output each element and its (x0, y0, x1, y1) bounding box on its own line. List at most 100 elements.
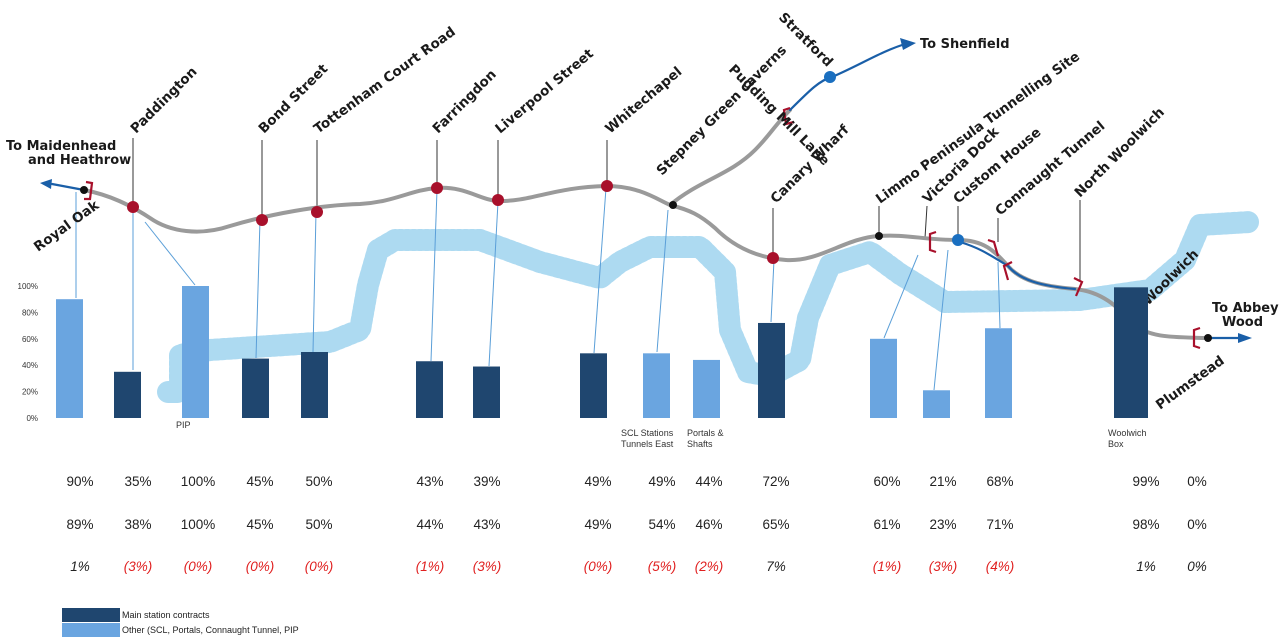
value-cell-r0-c6: 39% (473, 474, 500, 489)
station-dot-canary-wharf (767, 252, 779, 264)
y-tick-label: 40% (22, 361, 38, 370)
bar-pip (182, 286, 209, 418)
value-cell-r2-c14: 1% (1136, 559, 1156, 574)
y-tick-label: 20% (22, 388, 38, 397)
value-cell-r1-c13: 71% (986, 517, 1013, 532)
value-cell-r1-c10: 65% (762, 517, 789, 532)
station-dot-stepney-green (669, 201, 677, 209)
station-dot-limmo (875, 232, 883, 240)
value-cell-r0-c1: 35% (124, 474, 151, 489)
y-tick-label: 100% (18, 282, 38, 291)
value-cell-r2-c7: (0%) (584, 559, 613, 574)
value-cell-r1-c4: 50% (305, 517, 332, 532)
progress-bars (56, 286, 1148, 418)
bar-whitechapel (580, 353, 607, 418)
station-dot-royal-oak (80, 186, 88, 194)
y-axis-ticks: 0% 20% 40% 60% 80% 100% (18, 282, 38, 423)
station-label-liverpool-street: Liverpool Street (492, 45, 597, 137)
station-markers (80, 71, 1212, 342)
value-cell-r0-c9: 44% (695, 474, 722, 489)
station-dot-tottenham (311, 206, 323, 218)
destination-northeast: To Shenfield (920, 37, 1010, 52)
value-cell-r0-c14: 99% (1132, 474, 1159, 489)
station-label-whitechapel: Whitechapel (602, 64, 685, 137)
value-cell-r1-c9: 46% (695, 517, 722, 532)
value-cell-r1-c7: 49% (584, 517, 611, 532)
station-dot-bond-street (256, 214, 268, 226)
value-cell-r0-c3: 45% (246, 474, 273, 489)
river-thames (157, 211, 1261, 403)
legend-swatch-main (62, 608, 120, 622)
value-cell-r2-c0: 1% (70, 559, 90, 574)
bar-notes: PIP SCL Stations Tunnels East Portals & Shaf… (176, 420, 1146, 449)
value-cell-r1-c12: 23% (929, 517, 956, 532)
station-dot-whitechapel (601, 180, 613, 192)
legend-label-main: Main station contracts (122, 610, 210, 620)
station-label-farringdon: Farringdon (430, 67, 500, 137)
destination-west-line2: and Heathrow (28, 153, 131, 168)
value-cell-r0-c2: 100% (181, 474, 216, 489)
legend-swatch-other (62, 623, 120, 637)
value-cell-r2-c13: (4%) (986, 559, 1015, 574)
value-cell-r2-c2: (0%) (184, 559, 213, 574)
value-cell-r2-c4: (0%) (305, 559, 334, 574)
value-cell-r2-c10: 7% (766, 559, 786, 574)
bar-note-woolwich-box: Woolwich Box (1108, 428, 1146, 449)
value-cell-r2-c11: (1%) (873, 559, 902, 574)
bar-note-scl-stations: SCL Stations Tunnels East (621, 428, 674, 449)
y-tick-label: 80% (22, 308, 38, 317)
value-cell-r1-c5: 44% (416, 517, 443, 532)
station-dot-stratford (824, 71, 836, 83)
value-cell-r1-c1: 38% (124, 517, 151, 532)
value-cell-r1-c15: 0% (1187, 517, 1207, 532)
value-cell-r1-c11: 61% (873, 517, 900, 532)
bar-limmo (870, 338, 897, 418)
value-cell-r0-c15: 0% (1187, 474, 1207, 489)
value-cell-r2-c5: (1%) (416, 559, 445, 574)
portal-markers (84, 106, 1201, 350)
bar-liverpool-street (473, 366, 500, 418)
station-dot-abbey-wood (1204, 334, 1212, 342)
station-label-stratford: Stratford (775, 10, 836, 71)
station-dot-farringdon (431, 182, 443, 194)
station-label-plumstead: Plumstead (1153, 353, 1228, 413)
value-cell-r0-c10: 72% (762, 474, 789, 489)
value-cell-r2-c6: (3%) (473, 559, 502, 574)
destination-west-line1: To Maidenhead (6, 139, 116, 154)
value-cell-r0-c11: 60% (873, 474, 900, 489)
bar-farringdon (416, 361, 443, 418)
station-dot-custom-house (952, 234, 964, 246)
bar-tottenham (301, 352, 328, 418)
bar-connaught (985, 328, 1012, 418)
value-cell-r2-c3: (0%) (246, 559, 275, 574)
value-cell-r2-c9: (2%) (695, 559, 724, 574)
bar-note-pip: PIP (176, 420, 191, 430)
bar-note-portals: Portals & Shafts (687, 428, 724, 449)
route-line (40, 38, 1252, 343)
value-cell-r1-c14: 98% (1132, 517, 1159, 532)
station-dot-liverpool-street (492, 194, 504, 206)
bar-victoria-dock (923, 390, 950, 418)
value-cell-r2-c15: 0% (1187, 559, 1207, 574)
value-cell-r2-c12: (3%) (929, 559, 958, 574)
bar-canary-wharf (758, 322, 785, 418)
value-cell-r0-c5: 43% (416, 474, 443, 489)
bar-royal-oak (56, 299, 83, 418)
value-cell-r1-c6: 43% (473, 517, 500, 532)
destination-east-line2: Wood (1222, 315, 1263, 330)
destination-labels: To Maidenhead and Heathrow To Shenfield … (6, 37, 1279, 330)
value-rows: 90% 35% 100% 45% 50% 43% 39% 49% 49% 44% 72% 60% 21%… (66, 474, 1206, 574)
station-label-connaught-tunnel: Connaught Tunnel (992, 118, 1108, 219)
value-cell-r1-c3: 45% (246, 517, 273, 532)
value-cell-r0-c4: 50% (305, 474, 332, 489)
value-cell-r0-c13: 68% (986, 474, 1013, 489)
bar-bond-street (242, 358, 269, 418)
y-tick-label: 0% (26, 414, 38, 423)
value-cell-r1-c8: 54% (648, 517, 675, 532)
station-dot-paddington (127, 201, 139, 213)
y-tick-label: 60% (22, 335, 38, 344)
legend-label-other: Other (SCL, Portals, Connaught Tunnel, P… (122, 625, 299, 635)
value-cell-r0-c8: 49% (648, 474, 675, 489)
bar-scl-stations (643, 353, 670, 418)
